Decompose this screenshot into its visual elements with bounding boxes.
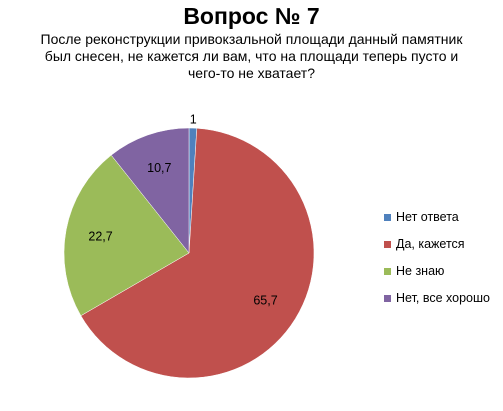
legend-item: Не знаю	[384, 264, 490, 278]
legend-label: Не знаю	[396, 264, 445, 278]
legend-item: Нет ответа	[384, 210, 490, 224]
legend-label: Да, кажется	[396, 237, 465, 251]
chart-title: Вопрос № 7	[183, 3, 320, 29]
slice-label: 65,7	[253, 293, 277, 307]
slice-label: 22,7	[88, 229, 112, 243]
legend-item: Нет, все хорошо	[384, 291, 490, 305]
legend-item: Да, кажется	[384, 237, 490, 251]
chart-legend: Нет ответа Да, кажется Не знаю Нет, все …	[384, 210, 490, 318]
pie-slice	[63, 154, 190, 317]
legend-swatch	[384, 240, 391, 248]
legend-swatch	[384, 294, 391, 302]
legend-swatch	[384, 267, 391, 275]
slice-label: 1	[190, 112, 197, 126]
legend-label: Нет, все хорошо	[396, 291, 490, 305]
legend-swatch	[384, 213, 391, 221]
pie-slice	[80, 127, 315, 379]
legend-label: Нет ответа	[396, 210, 459, 224]
slice-label: 10,7	[147, 161, 171, 175]
pie-slice	[110, 127, 190, 254]
chart-subtitle: После реконструкции привокзальной площад…	[40, 31, 463, 81]
